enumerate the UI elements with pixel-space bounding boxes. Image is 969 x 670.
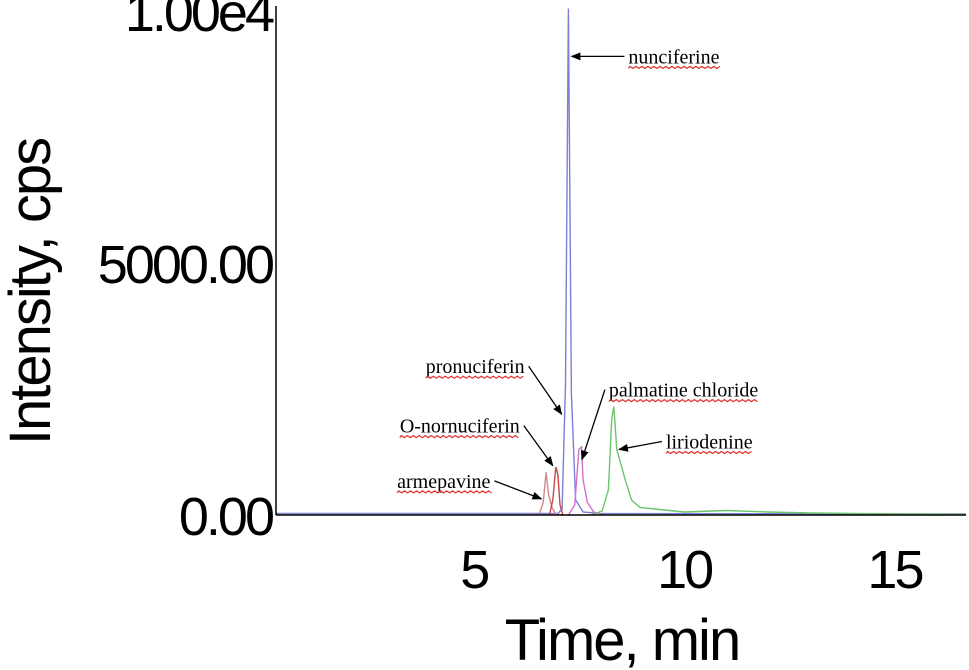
- y-tick-label: 1.00e4: [125, 0, 274, 43]
- series-line-1: [276, 8, 967, 515]
- peak-label: pronuciferin: [426, 356, 525, 378]
- y-axis-title: Intensity, cps: [0, 139, 63, 445]
- y-tick-labels: 0.00 5000.00 1.00e4: [98, 0, 277, 547]
- y-tick-label: 0.00: [179, 487, 273, 547]
- spellcheck-underline: [665, 450, 752, 455]
- peak-label: O-nornuciferin: [400, 416, 520, 438]
- peak-label: liriodenine: [666, 431, 753, 453]
- series-line-4: [538, 472, 563, 516]
- x-tick-label: 10: [657, 540, 712, 600]
- peak-annotations: nunciferine pronuciferin O-nornuciferin arm…: [396, 46, 759, 500]
- peak-label: nunciferine: [628, 46, 719, 68]
- spellcheck-underline: [396, 490, 492, 494]
- annotation-arrow: [494, 480, 543, 500]
- series-line-5: [548, 466, 564, 516]
- spellcheck-underline: [608, 398, 758, 403]
- annotation-arrow: [580, 389, 606, 461]
- spellcheck-underline: [425, 375, 524, 379]
- series-line-2: [567, 445, 605, 516]
- plot-area: [276, 8, 967, 516]
- annotation-arrow: [523, 425, 554, 467]
- y-tick-label: 5000.00: [98, 235, 273, 295]
- annotation-arrow: [528, 365, 563, 416]
- peak-label: armepavine: [397, 471, 490, 493]
- x-tick-labels: 5 10 15: [460, 540, 925, 600]
- x-tick-label: 5: [460, 540, 488, 600]
- annotation-arrow: [617, 440, 663, 452]
- x-axis-title: Time, min: [505, 608, 739, 670]
- spellcheck-underline: [627, 65, 721, 70]
- series-line-3: [591, 406, 967, 516]
- peak-label: palmatine chloride: [609, 380, 759, 402]
- spellcheck-underline: [399, 434, 519, 439]
- x-tick-label: 15: [867, 540, 922, 600]
